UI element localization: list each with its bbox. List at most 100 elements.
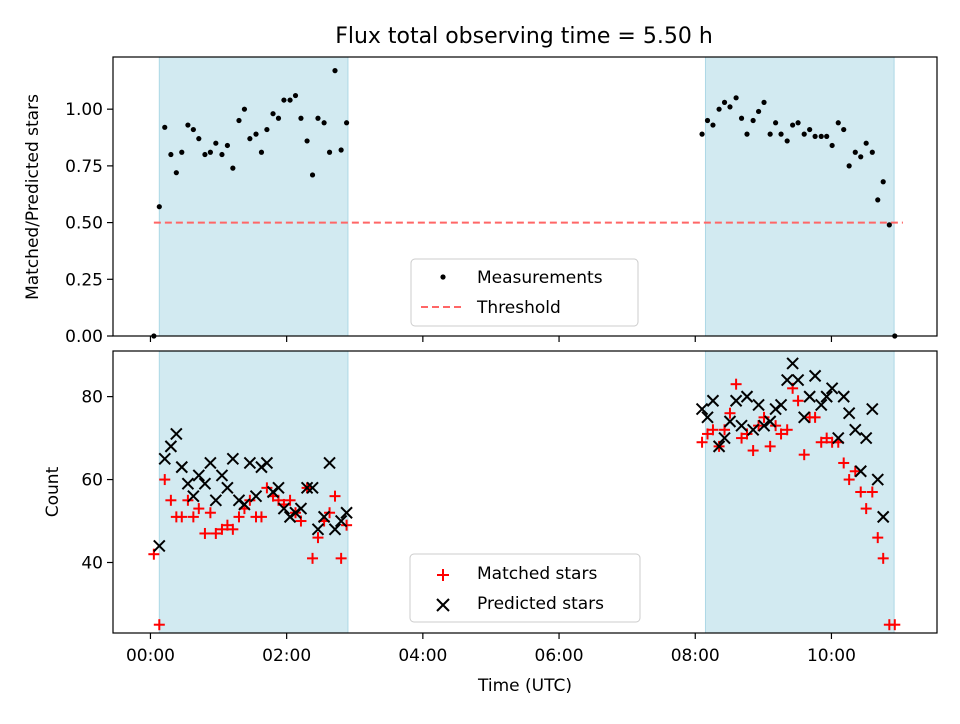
matched-star-point (775, 428, 787, 440)
measurement-point (292, 92, 299, 99)
matched-star-point (199, 527, 211, 539)
measurement-point (807, 126, 813, 133)
predicted-star-point (859, 431, 873, 445)
top-observing-window-0 (158, 56, 349, 337)
matched-star-point (866, 486, 878, 498)
predicted-star-point (260, 456, 274, 470)
predicted-star-point (774, 398, 788, 412)
predicted-star-point (871, 473, 884, 486)
matched-star-point (872, 532, 884, 544)
measurement-point (863, 140, 869, 146)
bottom-ylabel: Count (43, 466, 63, 517)
matched-star-point (193, 503, 205, 515)
measurement-point (253, 131, 259, 137)
matched-star-point (747, 445, 759, 457)
predicted-star-point (740, 390, 754, 403)
measurement-point (281, 97, 287, 103)
measurement-point (761, 99, 767, 105)
measurement-point (343, 120, 350, 126)
predicted-star-point (842, 406, 856, 420)
measurement-point (247, 136, 253, 142)
predicted-star-point (198, 477, 212, 490)
predicted-star-point (187, 489, 200, 503)
measurement-point (264, 126, 270, 133)
predicted-star-point (815, 398, 828, 412)
predicted-star-point (718, 431, 731, 445)
measurement-point (224, 142, 231, 149)
bottom-ytick-label: 40 (81, 554, 103, 574)
matched-star-point (758, 411, 770, 423)
predicted-star-point (340, 506, 353, 519)
measurement-point (858, 154, 864, 160)
predicted-star-point (746, 423, 760, 437)
predicted-star-point (752, 398, 765, 412)
bottom-xtick-label: 08:00 (671, 646, 720, 666)
measurement-point (750, 117, 756, 124)
matched-star-point (792, 395, 804, 407)
measurement-point (275, 115, 282, 121)
measurement-point (298, 115, 304, 121)
matched-star-point (335, 552, 347, 564)
predicted-star-point (854, 465, 867, 478)
matched-star-point (329, 490, 341, 502)
predicted-star-point (192, 469, 206, 482)
predicted-star-point (311, 523, 325, 536)
bottom-xtick-label: 06:00 (535, 646, 584, 666)
measurement-point (704, 117, 711, 124)
predicted-star-point (701, 411, 714, 424)
matched-star-point (153, 619, 165, 631)
matched-star-point (187, 511, 199, 523)
matched-star-point (307, 552, 319, 564)
measurement-point (869, 149, 875, 155)
predicted-star-point (876, 510, 890, 524)
matched-star-point (159, 474, 171, 486)
bottom-legend: Matched stars Predicted stars (409, 553, 641, 623)
measurement-point (795, 120, 801, 126)
matched-star-point (227, 523, 239, 535)
predicted-star-point (712, 440, 726, 453)
matched-star-point (889, 619, 901, 631)
predicted-star-point (328, 523, 342, 536)
predicted-star-point (153, 539, 166, 553)
measurement-point (326, 149, 333, 155)
measurement-point (309, 172, 316, 178)
bottom-xtick-label: 04:00 (398, 646, 447, 666)
legend-predicted-label: Predicted stars (477, 594, 604, 614)
predicted-star-point (808, 369, 822, 383)
bottom-ytick-label: 80 (81, 388, 103, 408)
matched-star-point (877, 552, 889, 564)
predicted-star-point (706, 394, 720, 407)
predicted-star-point (723, 415, 737, 428)
predicted-star-point (300, 481, 314, 495)
bottom-xtick-label: 00:00 (126, 646, 175, 666)
matched-star-point (284, 494, 296, 506)
predicted-star-point (175, 460, 188, 474)
measurement-point (287, 97, 293, 103)
predicted-star-point (837, 390, 850, 403)
measurement-point (162, 124, 168, 130)
measurement-point (710, 122, 716, 128)
measurement-point (727, 104, 733, 110)
predicted-star-point (209, 494, 223, 507)
measurement-point (258, 149, 265, 155)
legend-matched-marker (437, 569, 449, 581)
predicted-star-point (832, 431, 845, 445)
matched-star-point (696, 436, 708, 448)
bottom-xtick-label: 02:00 (262, 646, 311, 666)
predicted-star-point (158, 452, 171, 466)
measurement-point (852, 149, 858, 155)
predicted-star-point (780, 373, 794, 387)
measurement-point (875, 197, 881, 203)
measurement-point (332, 68, 338, 74)
top-panel: 0.00 0.25 0.50 0.75 1.00 Matched/Predicted s… (23, 56, 938, 347)
measurement-point (824, 133, 830, 139)
chart-title: Flux total observing time = 5.50 h (335, 24, 713, 49)
measurement-point (190, 126, 196, 133)
bottom-axes-frame (112, 350, 938, 634)
matched-star-point (730, 378, 742, 390)
measurement-point (755, 108, 762, 115)
measurement-point (733, 95, 739, 101)
predicted-star-point (238, 498, 251, 511)
measurement-point (829, 142, 835, 149)
